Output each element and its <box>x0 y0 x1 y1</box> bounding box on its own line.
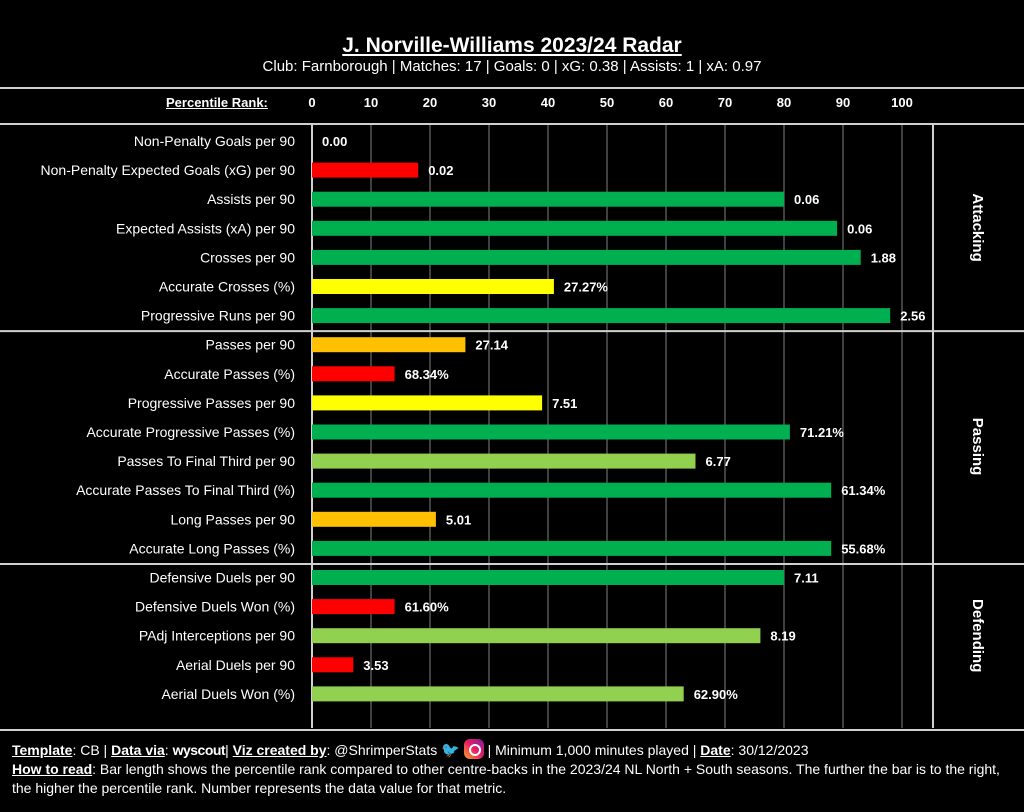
value-label: 68.34% <box>405 367 450 382</box>
date-label: Date <box>700 742 731 758</box>
separator: : <box>164 742 173 758</box>
bar <box>312 570 784 585</box>
divider <box>0 87 1024 89</box>
percentile-rank-label: Percentile Rank: <box>166 95 268 110</box>
bar <box>312 337 466 353</box>
metric-label: Non-Penalty Goals per 90 <box>134 133 295 149</box>
value-label: 27.14 <box>475 338 508 353</box>
metric-label: Aerial Duels per 90 <box>176 657 295 673</box>
footer: Template: CB | Data via: wyscout| Viz cr… <box>12 739 1017 798</box>
metric-label: Passes per 90 <box>206 337 296 353</box>
metric-label: Progressive Runs per 90 <box>141 308 295 324</box>
bar <box>312 279 554 294</box>
minimum-minutes: | Minimum 1,000 minutes played | <box>483 742 701 758</box>
metric-label: Passes To Final Third per 90 <box>117 453 295 469</box>
metric-label: Non-Penalty Expected Goals (xG) per 90 <box>41 162 296 178</box>
x-tick-label: 80 <box>777 95 791 110</box>
metric-label: Accurate Crosses (%) <box>159 279 295 295</box>
metric-label: PAdj Interceptions per 90 <box>139 628 295 644</box>
chart-subtitle: Club: Farnborough | Matches: 17 | Goals:… <box>262 58 762 75</box>
instagram-icon <box>463 739 484 759</box>
x-tick-label: 40 <box>541 95 555 110</box>
metric-label: Aerial Duels Won (%) <box>161 686 295 702</box>
bar <box>312 599 395 615</box>
bar <box>312 191 784 207</box>
section-label: Defending <box>969 599 986 672</box>
section-label: Passing <box>969 418 986 476</box>
value-label: 55.68% <box>841 541 886 556</box>
value-label: 6.77 <box>706 454 731 469</box>
value-label: 27.27% <box>564 280 609 295</box>
template-value: : CB | <box>72 742 112 758</box>
bar <box>312 628 761 644</box>
bar <box>312 511 436 527</box>
wyscout-logo: wyscout <box>172 742 226 758</box>
value-label: 5.01 <box>446 512 471 527</box>
metric-label: Expected Assists (xA) per 90 <box>116 220 295 236</box>
value-label: 0.06 <box>847 221 872 236</box>
bar <box>312 395 543 411</box>
value-label: 61.60% <box>405 600 450 615</box>
value-label: 1.88 <box>871 250 896 265</box>
metric-label: Progressive Passes per 90 <box>128 395 296 411</box>
x-tick-label: 60 <box>659 95 673 110</box>
metric-label: Defensive Duels Won (%) <box>135 599 295 615</box>
value-label: 61.34% <box>841 483 886 498</box>
viz-label: Viz created by <box>232 742 327 758</box>
viz-value: : @ShrimperStats <box>326 742 438 758</box>
value-label: 8.19 <box>770 629 795 644</box>
metric-label: Assists per 90 <box>207 191 295 207</box>
value-label: 0.06 <box>794 192 819 207</box>
x-tick-label: 10 <box>364 95 378 110</box>
value-label: 7.51 <box>552 396 577 411</box>
metric-label: Defensive Duels per 90 <box>149 570 295 586</box>
bar <box>312 366 395 382</box>
metric-label: Accurate Progressive Passes (%) <box>86 424 295 440</box>
x-tick-label: 20 <box>423 95 437 110</box>
bar <box>312 453 696 469</box>
metric-label: Crosses per 90 <box>200 249 295 265</box>
value-label: 2.56 <box>900 309 925 324</box>
bar <box>312 540 832 556</box>
x-tick-label: 100 <box>891 95 913 110</box>
metric-label: Accurate Long Passes (%) <box>129 540 295 556</box>
x-tick-label: 30 <box>482 95 496 110</box>
how-to-read-text: : Bar length shows the percentile rank c… <box>12 761 1000 796</box>
value-label: 3.53 <box>363 658 388 673</box>
template-label: Template <box>12 742 73 758</box>
section-label: Attacking <box>969 193 986 261</box>
chart-title: J. Norville-Williams 2023/24 Radar <box>342 34 682 57</box>
x-tick-label: 70 <box>718 95 732 110</box>
metric-label: Accurate Passes (%) <box>164 366 295 382</box>
how-to-read-label: How to read <box>12 761 93 777</box>
x-tick-label: 50 <box>600 95 614 110</box>
value-label: 62.90% <box>694 687 739 702</box>
value-label: 0.02 <box>428 163 453 178</box>
bar <box>312 162 419 178</box>
bar <box>312 424 790 440</box>
x-tick-label: 90 <box>836 95 850 110</box>
divider <box>0 729 1024 731</box>
bar <box>312 249 861 265</box>
value-label: 0.00 <box>322 134 347 149</box>
metric-label: Long Passes per 90 <box>170 511 295 527</box>
twitter-icon: 🐦 <box>441 742 460 759</box>
bar <box>312 482 832 498</box>
date-value: : 30/12/2023 <box>730 742 809 758</box>
value-label: 71.21% <box>800 425 845 440</box>
bar <box>312 220 838 236</box>
metric-label: Accurate Passes To Final Third (%) <box>76 482 295 498</box>
data-via-label: Data via <box>111 742 165 758</box>
bar <box>312 657 354 673</box>
x-tick-label: 0 <box>308 95 315 110</box>
value-label: 7.11 <box>794 571 819 586</box>
divider <box>0 123 1024 125</box>
bar <box>312 686 684 702</box>
bar <box>312 308 891 324</box>
